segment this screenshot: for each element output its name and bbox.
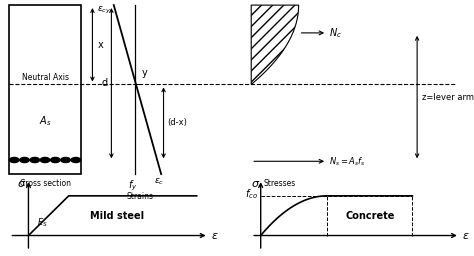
Text: b: b (41, 0, 49, 3)
Text: $\varepsilon_{cy}$: $\varepsilon_{cy}$ (97, 5, 111, 16)
Text: $E_S$: $E_S$ (37, 217, 48, 229)
Text: $\varepsilon_c$: $\varepsilon_c$ (154, 177, 164, 187)
Circle shape (30, 157, 39, 163)
Text: $f_{co}$: $f_{co}$ (246, 188, 258, 201)
Circle shape (71, 157, 81, 163)
Text: $f_y$: $f_y$ (128, 178, 137, 193)
Text: Cross section: Cross section (19, 179, 71, 188)
Text: y: y (142, 68, 148, 78)
Bar (9, 5, 81, 174)
Text: $\varepsilon$: $\varepsilon$ (462, 230, 470, 241)
Circle shape (51, 157, 60, 163)
Text: Stresses: Stresses (264, 179, 296, 188)
Circle shape (9, 157, 19, 163)
Circle shape (61, 157, 70, 163)
Text: x: x (98, 40, 104, 50)
Circle shape (40, 157, 50, 163)
Text: Mild steel: Mild steel (90, 211, 145, 221)
Text: $\sigma$: $\sigma$ (251, 179, 261, 189)
Text: $\varepsilon$: $\varepsilon$ (211, 230, 219, 241)
Text: Concrete: Concrete (345, 211, 394, 221)
Text: $N_c$: $N_c$ (329, 26, 342, 40)
Text: Strains: Strains (127, 192, 153, 201)
Text: z=lever arm: z=lever arm (422, 93, 474, 102)
Text: $N_s=A_sf_s$: $N_s=A_sf_s$ (329, 155, 366, 167)
Circle shape (20, 157, 29, 163)
Text: $A_s$: $A_s$ (39, 115, 51, 129)
Text: (d-x): (d-x) (167, 118, 187, 127)
Text: d: d (101, 78, 108, 88)
Text: $\sigma$: $\sigma$ (17, 179, 26, 189)
Text: Neutral Axis: Neutral Axis (21, 73, 69, 82)
